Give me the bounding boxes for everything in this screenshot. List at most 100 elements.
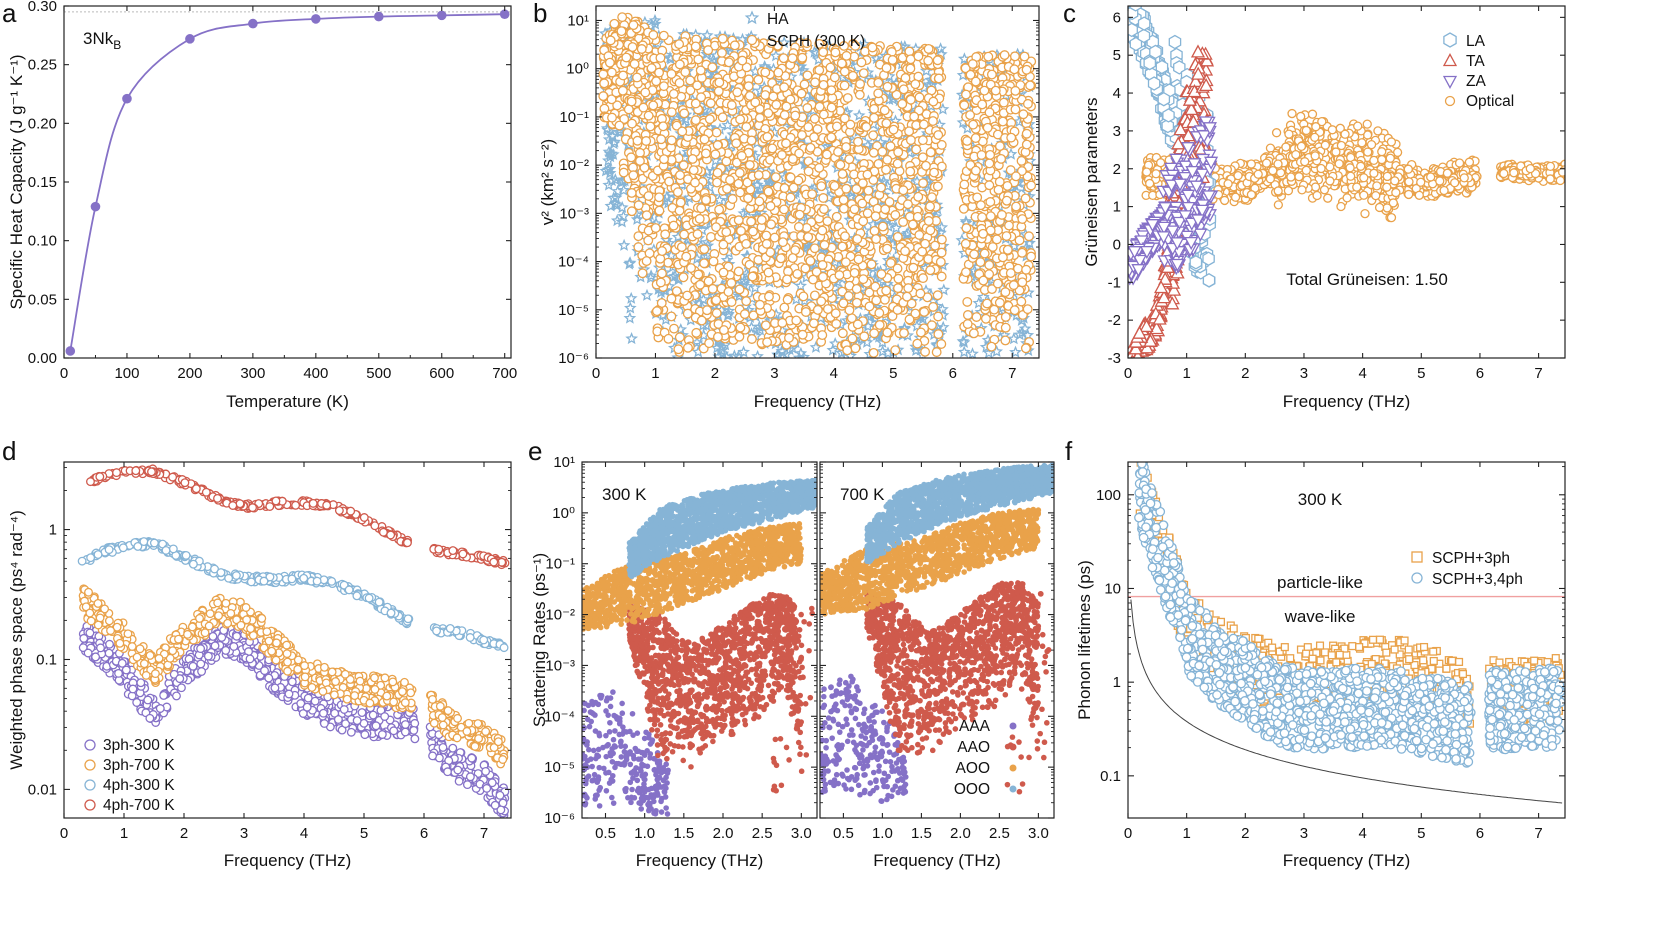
scph-point: [855, 79, 866, 89]
scph-point: [803, 232, 814, 243]
ha-point: [648, 13, 662, 27]
scph-point: [618, 70, 629, 81]
scph-point: [695, 65, 706, 76]
scph-point: [838, 203, 849, 214]
scph-point: [690, 41, 701, 52]
scph-point: [905, 94, 916, 105]
scph-point: [699, 258, 710, 269]
scph-point: [993, 184, 1004, 195]
scph-point: [831, 318, 842, 329]
scph-point: [650, 223, 661, 233]
scph-point: [1024, 231, 1034, 242]
ha-point: [966, 347, 979, 358]
scph-point: [666, 107, 677, 118]
scph-point: [675, 197, 686, 208]
scph-point: [978, 228, 989, 239]
ha-point: [826, 343, 840, 356]
scph-point: [976, 150, 987, 160]
scph-point: [737, 55, 748, 66]
scph-point: [842, 93, 853, 103]
scph-point: [1001, 195, 1012, 206]
heat-capacity-curve: [69, 13, 505, 352]
data-point: [311, 14, 321, 24]
scph-point: [702, 305, 712, 316]
scph-point: [1000, 287, 1011, 298]
scph-point: [797, 52, 808, 63]
scph-point: [799, 79, 810, 90]
scph-point: [884, 196, 895, 207]
scph-point: [864, 287, 875, 298]
x-tick-label: 100: [114, 365, 139, 382]
scph-point: [841, 142, 852, 152]
scph-point: [902, 291, 912, 302]
scph-point: [923, 254, 934, 265]
ha-point: [737, 274, 751, 287]
scph-point: [640, 87, 651, 98]
scph-point: [903, 283, 914, 294]
scph-point: [668, 89, 679, 99]
scph-point: [768, 91, 779, 102]
scph-point: [779, 82, 790, 93]
scph-point: [746, 135, 757, 146]
ha-point: [956, 334, 970, 347]
scph-point: [1025, 80, 1036, 91]
scph-point: [793, 221, 804, 232]
scph-point: [682, 308, 693, 319]
scph-point: [797, 130, 807, 140]
scph-point: [915, 288, 926, 299]
scph-point: [674, 77, 685, 88]
scph-point: [876, 269, 887, 280]
scph-point: [674, 332, 685, 343]
scph-point: [803, 122, 814, 132]
scph-point: [923, 216, 934, 226]
scph-point: [818, 271, 828, 282]
scph-point: [905, 63, 916, 74]
scph-point: [818, 79, 829, 90]
scph-point: [609, 18, 620, 29]
ha-point: [605, 129, 619, 142]
scph-point: [617, 85, 628, 96]
x-tick-label: 2: [711, 365, 719, 382]
scph-point: [713, 86, 724, 97]
scph-point: [982, 298, 992, 309]
scph-point: [637, 268, 648, 279]
scph-point: [612, 100, 623, 111]
scph-point: [695, 279, 706, 290]
scph-point: [675, 170, 686, 181]
scph-point: [892, 304, 903, 315]
scph-point: [803, 166, 814, 177]
scph-point: [912, 211, 923, 222]
data-point: [373, 11, 384, 22]
scph-point: [643, 110, 654, 121]
scph-point: [996, 209, 1007, 220]
scph-point: [599, 78, 610, 89]
scph-point: [626, 188, 637, 198]
scph-point: [643, 191, 654, 201]
scph-point: [778, 53, 789, 64]
ha-point: [603, 166, 617, 179]
scph-point: [672, 187, 683, 198]
scph-point: [852, 234, 863, 244]
scph-point: [792, 269, 803, 279]
scph-point: [712, 140, 723, 151]
scph-point: [687, 154, 698, 164]
scph-point: [633, 200, 644, 211]
x-tick-label: 4: [830, 365, 838, 382]
data-point: [185, 34, 195, 44]
scph-point: [754, 196, 765, 207]
scph-point: [873, 77, 884, 88]
optical-point: [1287, 108, 1297, 119]
scph-point: [714, 77, 725, 88]
scph-point: [881, 62, 892, 73]
scph-point: [858, 274, 869, 285]
y-tick-label: 10⁰: [566, 61, 589, 78]
scph-point: [771, 99, 782, 110]
ha-point: [934, 42, 948, 55]
scph-point: [980, 313, 991, 324]
scph-point: [733, 266, 744, 277]
scph-point: [925, 225, 936, 236]
ha-point: [607, 191, 620, 204]
scph-point: [794, 148, 805, 159]
scph-point: [809, 113, 820, 124]
